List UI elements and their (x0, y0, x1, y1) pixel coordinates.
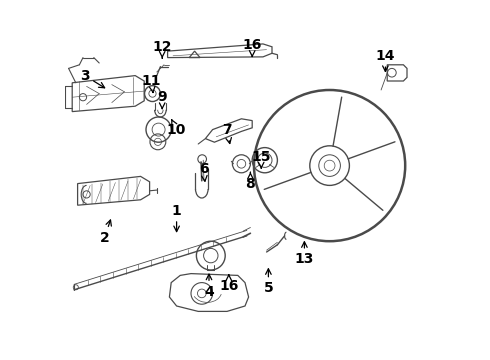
Text: 16: 16 (219, 275, 239, 293)
Text: 4: 4 (204, 274, 214, 298)
Text: 10: 10 (167, 120, 186, 136)
Text: 16: 16 (243, 38, 262, 57)
Text: 12: 12 (152, 40, 172, 58)
Text: 9: 9 (157, 90, 167, 109)
Text: 15: 15 (251, 150, 271, 168)
Text: 3: 3 (80, 69, 105, 88)
Text: 14: 14 (376, 49, 395, 71)
Text: 2: 2 (100, 220, 111, 244)
Text: 5: 5 (264, 269, 273, 295)
Text: 8: 8 (245, 172, 255, 190)
Text: 6: 6 (199, 162, 208, 181)
Text: 11: 11 (142, 74, 161, 93)
Text: 13: 13 (294, 242, 314, 266)
Text: 7: 7 (222, 123, 232, 144)
Text: 1: 1 (172, 204, 181, 231)
